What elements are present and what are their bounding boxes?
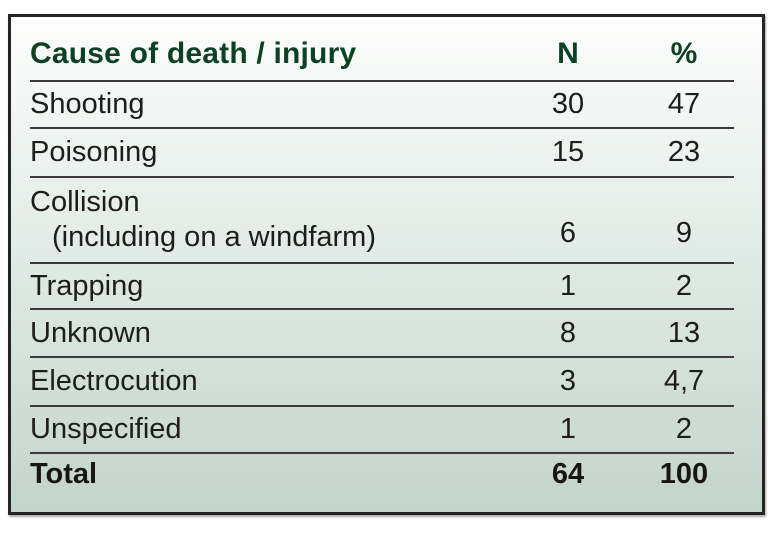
n-cell: 6	[559, 217, 577, 249]
percent-cell: 4,7	[663, 365, 705, 397]
total-label-cell: Total	[30, 458, 98, 490]
total-percent-cell: 100	[659, 458, 709, 490]
percent-cell: 23	[667, 136, 701, 168]
cause-cell: Shooting	[30, 88, 145, 120]
cause-cell: Unspecified	[30, 413, 182, 445]
n-cell: 30	[551, 88, 585, 120]
percent-cell: 9	[675, 217, 693, 249]
n-cell: 1	[559, 269, 577, 302]
percent-cell: 2	[675, 413, 693, 445]
table-row-collision: Collision (including on a windfarm) 6 9	[30, 176, 734, 262]
header-percent-column: %	[670, 36, 698, 70]
percent-cell: 2	[675, 269, 693, 302]
cause-line-1: Collision	[30, 186, 140, 218]
column-gap	[618, 178, 634, 262]
table-header-row: Cause of death / injury N %	[30, 17, 734, 80]
table-row-trapping: Trapping 1 2	[30, 262, 734, 308]
table-row-total: Total 64 100	[30, 452, 734, 512]
percent-cell: 13	[667, 316, 701, 349]
cause-line-2: (including on a windfarm)	[52, 221, 376, 253]
n-cell: 15	[551, 136, 585, 168]
n-cell: 8	[559, 316, 577, 349]
cause-cell: Collision (including on a windfarm)	[30, 178, 518, 262]
n-cell: 3	[559, 365, 577, 397]
cause-cell: Trapping	[30, 269, 144, 302]
table-row-unspecified: Unspecified 1 2	[30, 405, 734, 452]
table-row-poisoning: Poisoning 15 23	[30, 127, 734, 176]
table-row-electrocution: Electrocution 3 4,7	[30, 356, 734, 405]
cause-cell: Poisoning	[30, 136, 158, 168]
percent-cell: 47	[667, 88, 701, 120]
cause-cell: Unknown	[30, 316, 151, 349]
table-row-unknown: Unknown 8 13	[30, 308, 734, 356]
total-n-cell: 64	[551, 458, 585, 490]
n-cell: 1	[559, 413, 577, 445]
table-row-shooting: Shooting 30 47	[30, 80, 734, 127]
cause-of-death-table: Cause of death / injury N % Shooting 30 …	[8, 14, 765, 515]
header-n-column: N	[557, 36, 579, 70]
cause-cell: Electrocution	[30, 365, 198, 397]
header-cause-column: Cause of death / injury	[30, 36, 357, 70]
